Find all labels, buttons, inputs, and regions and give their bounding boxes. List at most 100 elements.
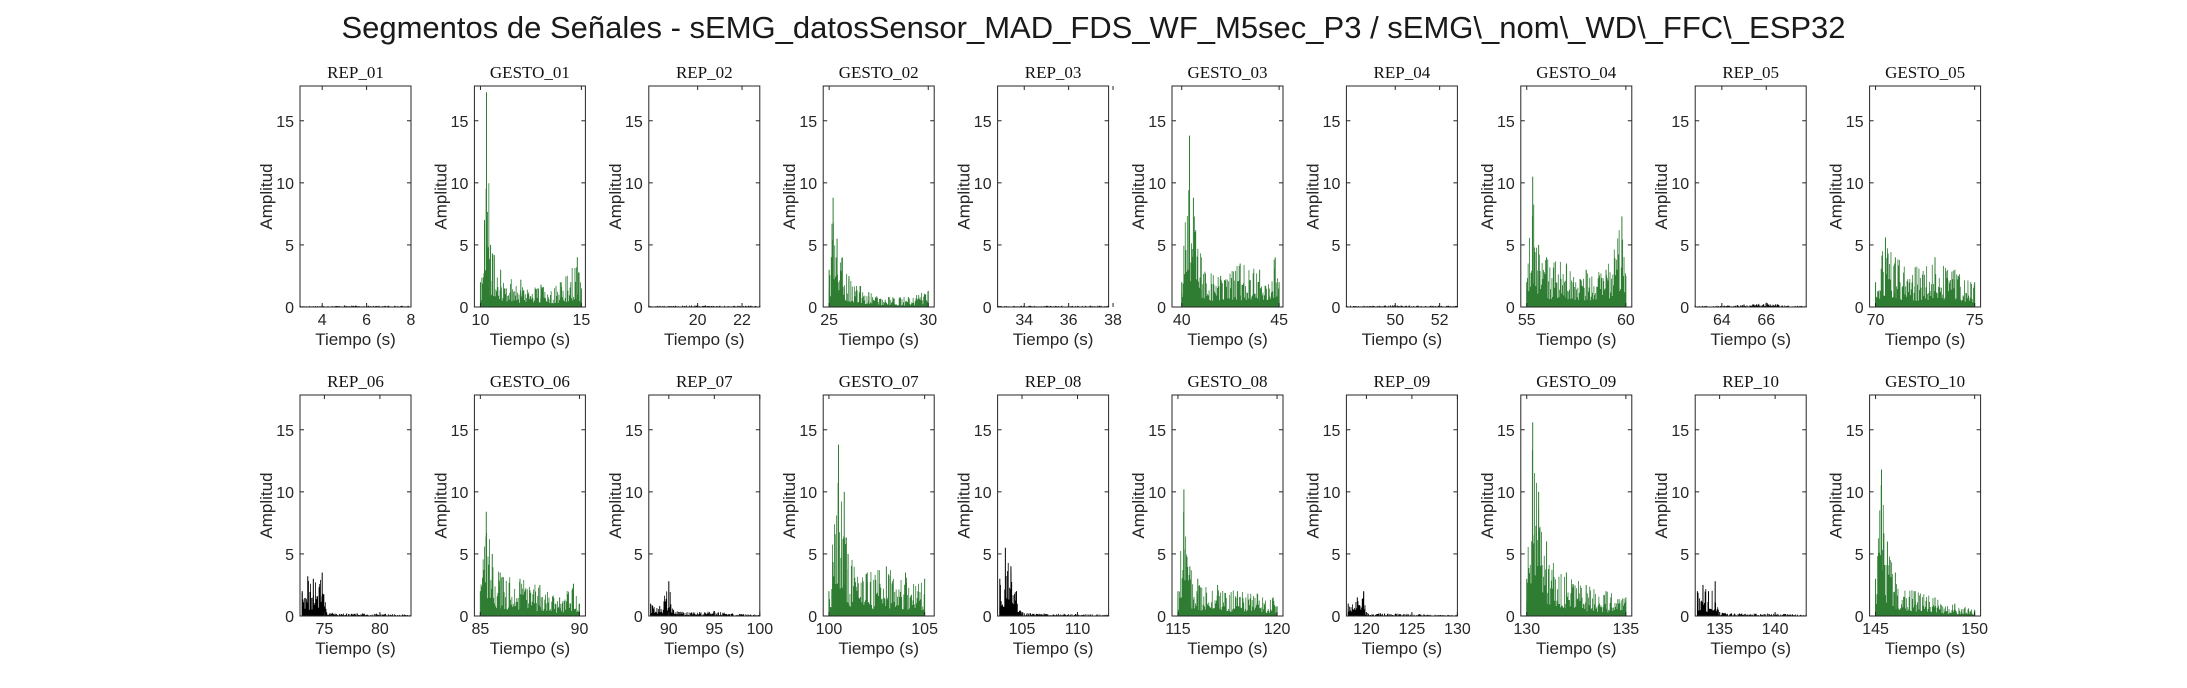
subplot-rep-05: 0 5 10 15 64 66 REP_05 Tiempo (s) Amplitud xyxy=(1652,63,1807,349)
x-tick-label: 130 xyxy=(1513,621,1540,638)
x-axis-label: Tiempo (s) xyxy=(1885,639,1966,658)
y-tick-label: 10 xyxy=(276,176,294,193)
signal-trace xyxy=(828,483,925,616)
y-tick-label: 0 xyxy=(1331,609,1340,626)
subplot-title: REP_03 xyxy=(1025,63,1082,82)
y-tick-label: 0 xyxy=(285,609,294,626)
x-axis-label: Tiempo (s) xyxy=(1362,639,1443,658)
x-tick-label: 150 xyxy=(1961,621,1988,638)
x-tick-label: 6 xyxy=(362,312,371,329)
x-tick-label: 90 xyxy=(660,621,678,638)
subplot-rep-04: 0 5 10 15 50 52 REP_04 Tiempo (s) Amplitud xyxy=(1303,63,1458,349)
axes-box xyxy=(1869,85,1982,308)
subplot-gesto-09: 0 5 10 15 130 135 GESTO_09 Tiempo (s) Amplitud xyxy=(1478,372,1639,658)
signal-trace xyxy=(480,183,582,307)
x-axis-label: Tiempo (s) xyxy=(1536,639,1617,658)
x-tick-label: 40 xyxy=(1173,312,1191,329)
figure-title: Segmentos de Señales - sEMG_datosSensor_… xyxy=(341,10,1846,45)
y-tick-label: 5 xyxy=(1680,547,1689,564)
subplot-gesto-01: 0 5 10 15 10 15 GESTO_01 Tiempo (s) Amplitud xyxy=(431,63,590,349)
y-tick-label: 15 xyxy=(974,423,992,440)
subplot-rep-01: 0 5 10 15 4 6 8 REP_01 Tiempo (s) Amplitud xyxy=(257,63,416,349)
y-tick-label: 10 xyxy=(1323,485,1341,502)
signal-trace xyxy=(650,591,760,616)
y-tick-label: 5 xyxy=(1506,238,1515,255)
subplot-rep-02: 0 5 10 15 20 22 REP_02 Tiempo (s) Amplitud xyxy=(606,63,761,349)
y-axis-label: Amplitud xyxy=(1827,472,1846,538)
axes-box xyxy=(1694,85,1807,308)
x-tick-label: 25 xyxy=(820,312,838,329)
y-axis-label: Amplitud xyxy=(257,472,276,538)
subplot-gesto-03: 0 5 10 15 40 45 GESTO_03 Tiempo (s) Amplitud xyxy=(1129,63,1288,349)
x-axis-label: Tiempo (s) xyxy=(664,330,745,349)
signal-trace xyxy=(1526,450,1626,616)
y-tick-label: 5 xyxy=(808,238,817,255)
x-axis-label: Tiempo (s) xyxy=(315,639,396,658)
axes-box xyxy=(1171,394,1284,617)
y-tick-label: 15 xyxy=(1148,114,1166,131)
subplot-title: REP_01 xyxy=(327,63,384,82)
y-axis-label: Amplitud xyxy=(1303,163,1322,229)
x-tick-label: 105 xyxy=(911,621,938,638)
subplot-rep-08: 0 5 10 15 105 110 REP_08 Tiempo (s) Amplitud xyxy=(955,372,1110,658)
y-tick-label: 15 xyxy=(1323,114,1341,131)
y-tick-label: 10 xyxy=(1497,176,1515,193)
y-axis-label: Amplitud xyxy=(606,472,625,538)
y-axis-label: Amplitud xyxy=(955,472,974,538)
axes-box xyxy=(1345,394,1458,617)
subplot-title: REP_05 xyxy=(1722,63,1779,82)
subplot-title: REP_09 xyxy=(1374,372,1431,391)
y-tick-label: 0 xyxy=(459,609,468,626)
x-tick-label: 70 xyxy=(1867,312,1885,329)
y-tick-label: 0 xyxy=(1157,300,1166,317)
y-tick-label: 10 xyxy=(1497,485,1515,502)
subplot-title: REP_10 xyxy=(1722,372,1779,391)
y-tick-label: 5 xyxy=(1157,547,1166,564)
y-axis-label: Amplitud xyxy=(1652,163,1671,229)
axes-box xyxy=(997,85,1110,308)
x-axis-label: Tiempo (s) xyxy=(315,330,396,349)
axes-box xyxy=(299,85,412,308)
axes-box xyxy=(648,394,761,617)
y-tick-label: 0 xyxy=(983,609,992,626)
y-tick-label: 0 xyxy=(1506,300,1515,317)
y-tick-label: 15 xyxy=(451,114,469,131)
x-tick-label: 135 xyxy=(1613,621,1640,638)
y-tick-label: 10 xyxy=(451,176,469,193)
x-tick-label: 34 xyxy=(1015,312,1033,329)
x-tick-label: 145 xyxy=(1862,621,1889,638)
y-tick-label: 5 xyxy=(1331,547,1340,564)
x-axis-label: Tiempo (s) xyxy=(1536,330,1617,349)
subplot-title: REP_06 xyxy=(327,372,384,391)
y-tick-label: 15 xyxy=(276,114,294,131)
x-tick-label: 64 xyxy=(1713,312,1731,329)
subplot-rep-09: 0 5 10 15 120 125 130 REP_09 Tiempo (s) Amplitud xyxy=(1303,372,1470,658)
y-tick-label: 10 xyxy=(625,485,643,502)
axes-box xyxy=(1171,85,1284,308)
y-tick-label: 5 xyxy=(1680,238,1689,255)
y-tick-label: 15 xyxy=(1671,423,1689,440)
y-axis-label: Amplitud xyxy=(1303,472,1322,538)
subplot-title: GESTO_02 xyxy=(839,63,919,82)
subplot-title: GESTO_07 xyxy=(839,372,919,391)
x-tick-label: 130 xyxy=(1444,621,1471,638)
x-tick-label: 75 xyxy=(316,621,334,638)
x-tick-label: 10 xyxy=(472,312,490,329)
y-tick-label: 5 xyxy=(634,238,643,255)
axes-box xyxy=(1520,85,1633,308)
subplot-title: REP_04 xyxy=(1374,63,1431,82)
axes-box xyxy=(1869,394,1982,617)
y-axis-label: Amplitud xyxy=(1478,163,1497,229)
signal-trace xyxy=(1526,204,1626,307)
subplot-gesto-08: 0 5 10 15 115 120 GESTO_08 Tiempo (s) Amplitud xyxy=(1129,372,1290,658)
x-tick-label: 22 xyxy=(733,312,751,329)
subplot-gesto-05: 0 5 10 15 70 75 GESTO_05 Tiempo (s) Amplitud xyxy=(1827,63,1984,349)
subplot-gesto-04: 0 5 10 15 55 60 GESTO_04 Tiempo (s) Amplitud xyxy=(1478,63,1635,349)
y-axis-label: Amplitud xyxy=(431,472,450,538)
y-tick-label: 10 xyxy=(1323,176,1341,193)
x-tick-label: 140 xyxy=(1762,621,1789,638)
y-tick-label: 5 xyxy=(459,238,468,255)
signal-trace xyxy=(301,579,412,616)
x-tick-label: 120 xyxy=(1264,621,1291,638)
subplot-title: GESTO_04 xyxy=(1536,63,1616,82)
